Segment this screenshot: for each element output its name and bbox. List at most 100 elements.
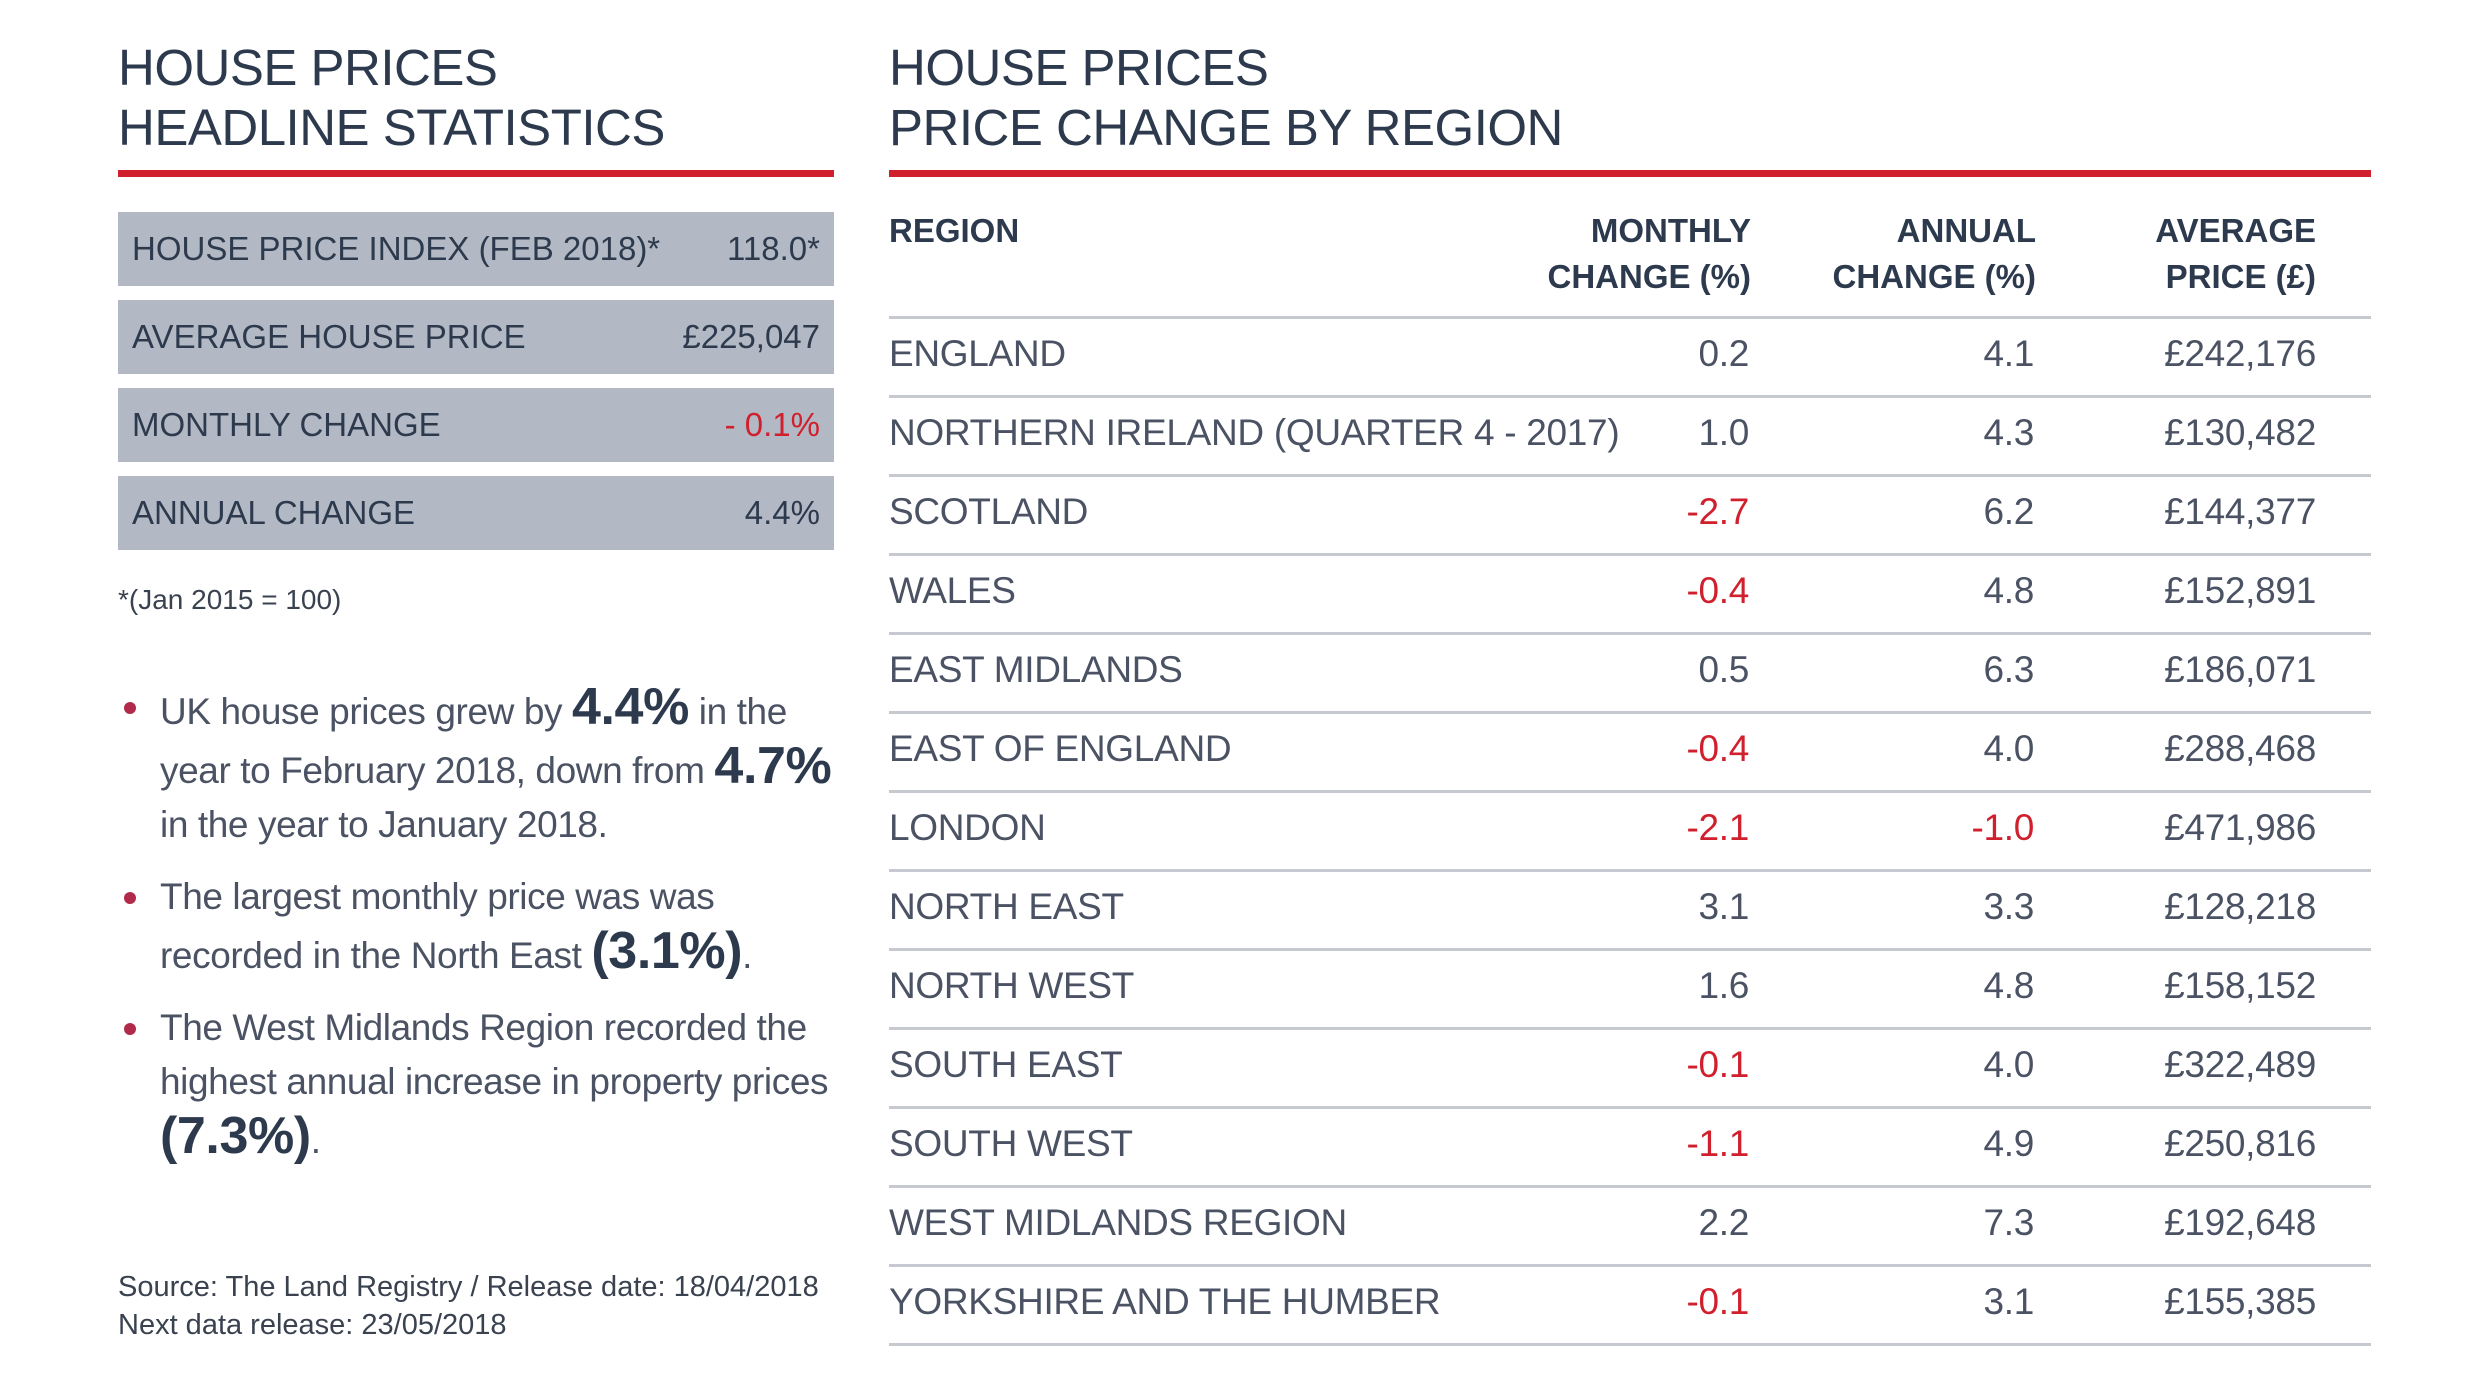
header-annual-line1: ANNUAL <box>1896 212 2036 249</box>
headline-title: HOUSE PRICES HEADLINE STATISTICS <box>118 38 665 158</box>
header-avg-line2: PRICE (£) <box>2165 258 2316 295</box>
key-points-list: UK house prices grew by 4.4% in the year… <box>118 680 858 1186</box>
stat-label: AVERAGE HOUSE PRICE <box>132 318 526 355</box>
region-cell: ENGLAND <box>889 333 1066 374</box>
table-row: SOUTH EAST -0.1 4.0 £322,489 <box>889 1030 2371 1109</box>
stat-row-average-price: AVERAGE HOUSE PRICE £225,047 <box>118 300 834 374</box>
stat-value: 118.0* <box>727 230 820 267</box>
stat-value: 4.4% <box>744 494 820 531</box>
header-monthly-line1: MONTHLY <box>1590 212 1751 249</box>
table-header: REGION MONTHLY CHANGE (%) ANNUAL CHANGE … <box>889 208 2371 316</box>
average-price-cell: £288,468 <box>2164 728 2316 769</box>
key-point-text: in the year to February 2018, down from <box>160 691 787 791</box>
average-price-cell: £250,816 <box>2164 1123 2316 1164</box>
key-point-text: in the year to January 2018. <box>160 804 608 845</box>
stat-value: - 0.1% <box>724 406 820 443</box>
header-avg-line1: AVERAGE <box>2155 212 2316 249</box>
average-price-cell: £155,385 <box>2164 1281 2316 1322</box>
headline-title-line2: HEADLINE STATISTICS <box>118 99 665 156</box>
region-title-rule <box>889 170 2371 177</box>
monthly-change-cell: 0.5 <box>1698 649 1749 690</box>
stat-row-hpi: HOUSE PRICE INDEX (FEB 2018)* 118.0* <box>118 212 834 286</box>
monthly-change-cell: -0.1 <box>1686 1044 1749 1085</box>
key-point: The largest monthly price was was record… <box>118 870 858 983</box>
table-row: EAST MIDLANDS 0.5 6.3 £186,071 <box>889 635 2371 714</box>
region-cell: SOUTH EAST <box>889 1044 1123 1085</box>
index-footnote: *(Jan 2015 = 100) <box>118 584 342 615</box>
key-point: UK house prices grew by 4.4% in the year… <box>118 680 858 852</box>
region-cell: SCOTLAND <box>889 491 1089 532</box>
next-release-line: Next data release: 23/05/2018 <box>118 1309 507 1341</box>
stat-value: £225,047 <box>682 318 820 355</box>
average-price-cell: £158,152 <box>2164 965 2316 1006</box>
annual-change-cell: -1.0 <box>1971 807 2034 848</box>
average-price-cell: £130,482 <box>2164 412 2316 453</box>
region-title-line2: PRICE CHANGE BY REGION <box>889 99 1563 156</box>
table-row: NORTH WEST 1.6 4.8 £158,152 <box>889 951 2371 1030</box>
stat-label: MONTHLY CHANGE <box>132 406 441 443</box>
annual-change-cell: 4.0 <box>1983 1044 2034 1085</box>
region-cell: YORKSHIRE AND THE HUMBER <box>889 1281 1441 1322</box>
region-cell: NORTH EAST <box>889 886 1124 927</box>
annual-change-cell: 4.1 <box>1983 333 2034 374</box>
table-row: NORTHERN IRELAND (QUARTER 4 - 2017) 1.0 4.… <box>889 398 2371 477</box>
annual-change-cell: 6.3 <box>1983 649 2034 690</box>
table-row: NORTH EAST 3.1 3.3 £128,218 <box>889 872 2371 951</box>
monthly-change-cell: 3.1 <box>1698 886 1749 927</box>
region-cell: WEST MIDLANDS REGION <box>889 1202 1347 1243</box>
region-cell: EAST MIDLANDS <box>889 649 1183 690</box>
average-price-cell: £192,648 <box>2164 1202 2316 1243</box>
key-point: The West Midlands Region recorded the hi… <box>118 1001 858 1168</box>
annual-change-cell: 4.0 <box>1983 728 2034 769</box>
table-row: EAST OF ENGLAND -0.4 4.0 £288,468 <box>889 714 2371 793</box>
average-price-cell: £144,377 <box>2164 491 2316 532</box>
annual-change-cell: 4.8 <box>1983 570 2034 611</box>
key-point-text: The West Midlands Region recorded the hi… <box>160 1007 829 1102</box>
monthly-change-cell: -2.7 <box>1686 491 1749 532</box>
monthly-change-cell: -1.1 <box>1686 1123 1749 1164</box>
stat-row-annual-change: ANNUAL CHANGE 4.4% <box>118 476 834 550</box>
average-price-cell: £242,176 <box>2164 333 2316 374</box>
annual-change-cell: 7.3 <box>1983 1202 2034 1243</box>
monthly-change-cell: -2.1 <box>1686 807 1749 848</box>
bullet-dot-icon <box>124 1023 136 1035</box>
monthly-change-cell: -0.4 <box>1686 570 1749 611</box>
annual-change-cell: 6.2 <box>1983 491 2034 532</box>
region-table-body: ENGLAND 0.2 4.1 £242,176 NORTHERN IRELAND (Q… <box>889 319 2371 1346</box>
key-point-highlight: 4.7% <box>714 737 832 795</box>
stat-row-monthly-change: MONTHLY CHANGE - 0.1% <box>118 388 834 462</box>
monthly-change-cell: -0.4 <box>1686 728 1749 769</box>
monthly-change-cell: 2.2 <box>1698 1202 1749 1243</box>
average-price-cell: £128,218 <box>2164 886 2316 927</box>
headline-title-rule <box>118 170 834 177</box>
region-title: HOUSE PRICES PRICE CHANGE BY REGION <box>889 38 1563 158</box>
header-annual-line2: CHANGE (%) <box>1832 258 2037 295</box>
region-cell: SOUTH WEST <box>889 1123 1133 1164</box>
key-point-text: . <box>742 935 753 976</box>
table-row: WALES -0.4 4.8 £152,891 <box>889 556 2371 635</box>
average-price-cell: £186,071 <box>2164 649 2316 690</box>
stat-label: ANNUAL CHANGE <box>132 494 415 531</box>
header-divider <box>889 316 2371 319</box>
bullet-dot-icon <box>124 892 136 904</box>
average-price-cell: £152,891 <box>2164 570 2316 611</box>
monthly-change-cell: 0.2 <box>1698 333 1749 374</box>
monthly-change-cell: 1.0 <box>1698 412 1749 453</box>
annual-change-cell: 3.1 <box>1983 1281 2034 1322</box>
table-row: SCOTLAND -2.7 6.2 £144,377 <box>889 477 2371 556</box>
region-cell: WALES <box>889 570 1016 611</box>
region-title-line1: HOUSE PRICES <box>889 39 1269 96</box>
table-row: WEST MIDLANDS REGION 2.2 7.3 £192,648 <box>889 1188 2371 1267</box>
table-row: ENGLAND 0.2 4.1 £242,176 <box>889 319 2371 398</box>
header-monthly-line2: CHANGE (%) <box>1547 258 1752 295</box>
key-point-text: UK house prices grew by <box>160 691 572 732</box>
key-point-highlight: (3.1%) <box>591 922 743 980</box>
header-average-price: AVERAGE PRICE (£) <box>2155 208 2316 300</box>
key-point-highlight: (7.3%) <box>160 1107 311 1165</box>
table-row: LONDON -2.1 -1.0 £471,986 <box>889 793 2371 872</box>
annual-change-cell: 4.8 <box>1983 965 2034 1006</box>
header-annual-change: ANNUAL CHANGE (%) <box>1833 208 2037 300</box>
key-point-text: . <box>310 1120 321 1161</box>
average-price-cell: £322,489 <box>2164 1044 2316 1085</box>
annual-change-cell: 4.9 <box>1983 1123 2034 1164</box>
